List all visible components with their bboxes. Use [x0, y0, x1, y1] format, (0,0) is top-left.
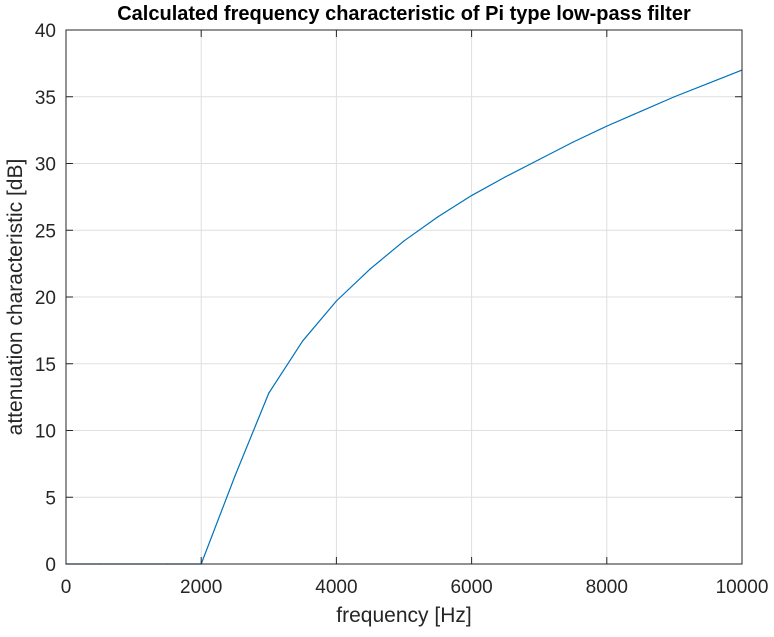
y-tick-label: 35: [35, 88, 56, 109]
y-tick-label: 30: [35, 155, 56, 176]
data-point: [234, 475, 236, 477]
data-point: [268, 392, 270, 394]
data-point: [606, 125, 608, 127]
data-point: [335, 300, 337, 302]
data-point: [504, 176, 506, 178]
x-tick-label: 2000: [180, 577, 222, 598]
data-point: [572, 141, 574, 143]
data-point: [471, 194, 473, 197]
chart-title: Calculated frequency characteristic of P…: [117, 3, 691, 25]
tick-marks: [65, 29, 743, 565]
x-axis-label: frequency [Hz]: [336, 604, 471, 627]
data-point: [640, 110, 642, 113]
y-axis-label: attenuation characteristic [dB]: [4, 159, 27, 436]
y-tick-label: 40: [35, 21, 56, 42]
x-tick-label: 6000: [450, 577, 492, 598]
grid: [66, 30, 742, 564]
y-tick-labels: 0 5 10 15 20 25 30 35 40: [35, 21, 56, 576]
x-tick-labels: 0 2000 4000 6000 8000 10000: [61, 577, 769, 598]
y-tick-label: 15: [35, 355, 56, 376]
data-point: [403, 240, 405, 242]
y-tick-label: 25: [35, 221, 56, 242]
x-tick-label: 8000: [586, 577, 628, 598]
data-point: [707, 82, 709, 84]
y-tick-label: 5: [45, 488, 56, 509]
y-tick-label: 20: [35, 288, 56, 309]
y-tick-label: 10: [35, 422, 56, 443]
data-point: [369, 268, 371, 270]
x-tick-label: 4000: [315, 577, 357, 598]
data-point: [302, 340, 304, 342]
x-tick-label: 0: [61, 577, 72, 598]
y-tick-label: 0: [45, 555, 56, 576]
data-point: [673, 96, 676, 98]
data-point: [538, 158, 540, 161]
data-point: [437, 216, 439, 218]
x-tick-label: 10000: [716, 577, 769, 598]
